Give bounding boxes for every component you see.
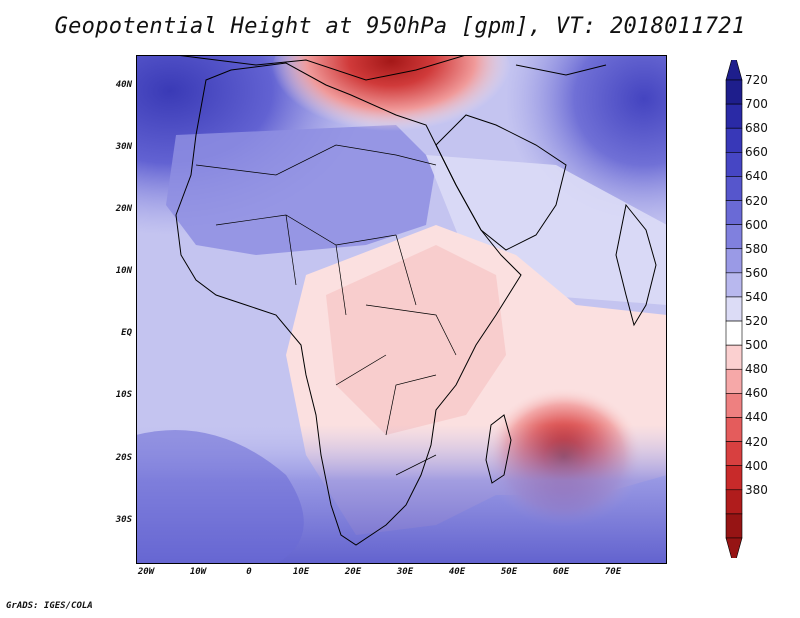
lon-label-20e: 20E xyxy=(344,567,362,577)
lon-label-10w: 10W xyxy=(189,567,207,577)
coastline-madagascar xyxy=(485,414,512,484)
colorbar-bin xyxy=(725,272,743,298)
colorbar-bin xyxy=(725,200,743,225)
geopotential-map xyxy=(136,55,667,564)
colorbar-level-label: 400 xyxy=(745,458,768,473)
colorbar-arrow-bottom xyxy=(725,537,743,558)
borders-approx xyxy=(195,144,457,476)
lon-label-50e: 50E xyxy=(500,567,518,577)
colorbar-bin xyxy=(725,127,743,153)
colorbar-bin xyxy=(725,465,743,491)
lon-label-40e: 40E xyxy=(448,567,466,577)
colorbar-bin xyxy=(725,224,743,250)
grads-credit: GrADS: IGES/COLA xyxy=(6,601,93,611)
lat-label-10s: 10S xyxy=(115,390,132,400)
colorbar-bin xyxy=(725,489,743,515)
lat-label-20n: 20N xyxy=(115,204,132,214)
colorbar-level-label: 520 xyxy=(745,314,768,329)
lon-label-0: 0 xyxy=(246,567,252,577)
colorbar-level-label: 420 xyxy=(745,434,768,449)
colorbar-bin xyxy=(725,296,743,322)
map-title: Geopotential Height at 950hPa [gpm], VT:… xyxy=(54,14,746,39)
colorbar-bin xyxy=(725,441,743,466)
colorbar-bin xyxy=(725,320,743,346)
field-equatorial-pink xyxy=(326,245,506,435)
map-frame xyxy=(136,55,667,564)
colorbar-bin xyxy=(725,417,743,442)
lat-label-30n: 30N xyxy=(115,142,132,152)
lon-label-70e: 70E xyxy=(604,567,622,577)
colorbar-level-label: 660 xyxy=(745,145,768,160)
colorbar-bin xyxy=(725,103,743,129)
field-arabia-light xyxy=(426,155,667,305)
colorbar-bin xyxy=(725,79,743,105)
coastline-india xyxy=(615,203,657,327)
colorbar-level-label: 500 xyxy=(745,338,768,353)
colorbar-level-label: 720 xyxy=(745,73,768,87)
colorbar-level-label: 540 xyxy=(745,289,768,304)
colorbar-level-label: 460 xyxy=(745,386,768,401)
lon-label-10e: 10E xyxy=(292,567,310,577)
colorbar-level-label: 480 xyxy=(745,362,768,377)
lat-label-eq: EQ xyxy=(121,328,132,338)
colorbar xyxy=(725,60,743,558)
colorbar-bin xyxy=(725,248,743,274)
coastline-africa xyxy=(175,62,522,546)
colorbar-level-label: 700 xyxy=(745,97,768,112)
coastline-europe xyxy=(175,55,607,81)
colorbar-level-label: 640 xyxy=(745,169,768,184)
colorbar-level-label: 380 xyxy=(745,482,768,497)
colorbar-level-label: 600 xyxy=(745,217,768,232)
colorbar-bin xyxy=(725,176,743,201)
colorbar-level-label: 560 xyxy=(745,265,768,280)
coastline-arabia xyxy=(435,114,567,251)
lon-label-30e: 30E xyxy=(396,567,414,577)
lat-label-20s: 20S xyxy=(115,453,132,463)
colorbar-level-label: 680 xyxy=(745,121,768,136)
colorbar-bin xyxy=(725,368,743,394)
lat-label-10n: 10N xyxy=(115,266,132,276)
colorbar-level-label: 440 xyxy=(745,410,768,425)
colorbar-level-label: 580 xyxy=(745,241,768,256)
colorbar-bin xyxy=(725,344,743,370)
field-south-atlantic-high xyxy=(136,430,304,564)
lon-label-20w: 20W xyxy=(137,567,155,577)
map-panel xyxy=(136,55,667,564)
colorbar-bin xyxy=(725,513,743,539)
colorbar-arrow-top xyxy=(725,60,743,81)
lat-label-30s: 30S xyxy=(115,515,132,525)
colorbar-bin xyxy=(725,152,743,177)
coastlines xyxy=(175,55,657,546)
colorbar-bin xyxy=(725,393,743,418)
field-low-mediterranean xyxy=(271,55,511,145)
colorbar-level-label: 620 xyxy=(745,193,768,208)
lon-label-60e: 60E xyxy=(552,567,570,577)
lat-label-40n: 40N xyxy=(115,80,132,90)
